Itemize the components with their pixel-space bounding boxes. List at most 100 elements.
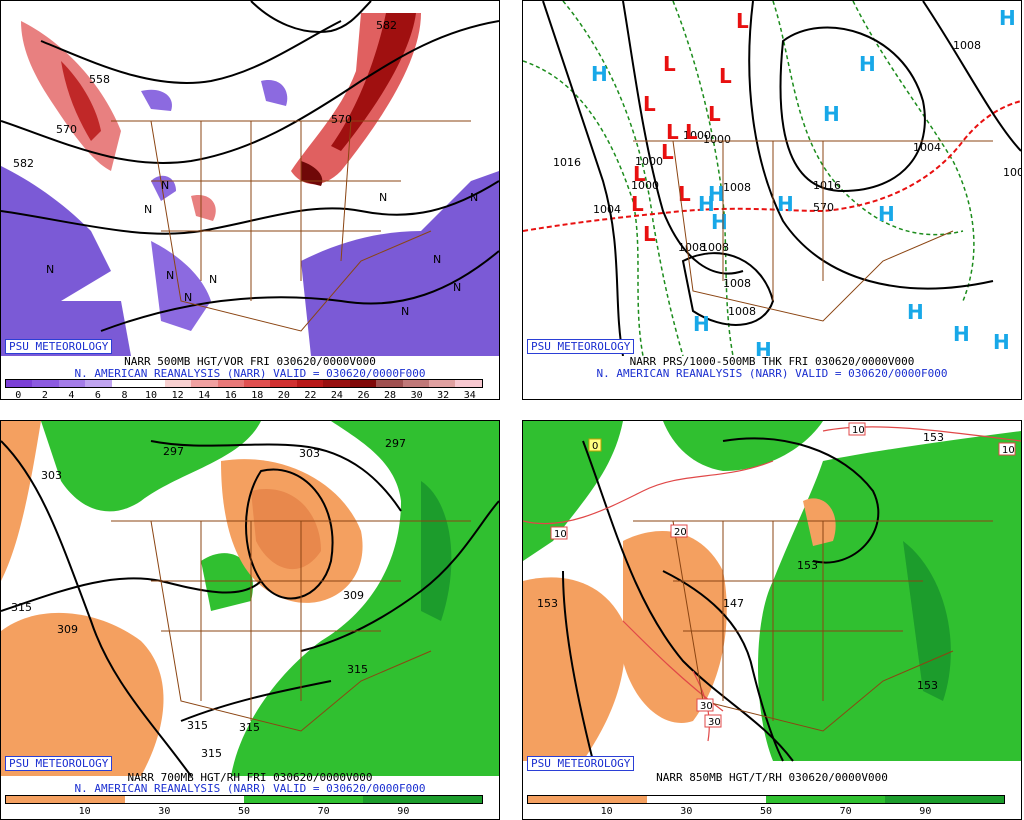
vorticity-positive-area [61,61,101,141]
colorbar-label: 30 [410,390,423,400]
rh-moist-area [758,431,1021,761]
colorbar-label: 6 [94,390,101,400]
colorbar-label: 70 [317,806,330,817]
high-pressure-symbol: H [907,300,924,324]
contour-label: 558 [89,73,110,86]
panel-700mb-rh: 303 297 303 297 315 309 309 315 315 315 … [0,420,500,820]
colorbar-label: 18 [251,390,264,400]
contour-label: 570 [56,123,77,136]
map-500mb-vorticity: 558 570 582 582 570 N N N N N N N N N N … [1,1,499,356]
low-pressure-symbol: L [708,102,721,126]
low-pressure-symbol: L [736,9,749,33]
colorbar-swatch [885,796,945,803]
pressure-label: 1004 [593,203,621,216]
credit-label: PSU METEOROLOGY [527,339,635,354]
colorbar-swatch [376,380,403,387]
panel-850mb-temp-rh: 153 147 153 153 153 10 10 20 30 30 10 0 … [522,420,1022,820]
height-contour [250,1,372,33]
contour-label: 153 [923,431,944,444]
colorbar-swatch [825,796,885,803]
temperature-label: 20 [674,527,687,538]
contour-labels: 153 147 153 153 153 [537,431,944,692]
colorbar-swatch [111,380,139,387]
colorbar-swatch [587,796,647,803]
colorbar-label: 90 [397,806,410,817]
contour-label: 153 [537,597,558,610]
high-pressure-symbol: H [693,312,710,336]
map-title: NARR 700MB HGT/RH FRI 030620/0000V000 [127,771,373,784]
height-contour [1,180,499,235]
contour-label: 303 [299,447,320,460]
colorbar-swatch [184,796,244,803]
temperature-label: 10 [1002,445,1015,456]
colorbar-swatch [429,380,456,387]
colorbar-labels: 0 2 4 6 8 10 12 14 16 18 20 22 24 26 28 30 32 34 [5,390,483,400]
colorbar-label: 4 [68,390,75,400]
colorbar-swatch [647,796,707,803]
colorbar-label: 28 [384,390,397,400]
vorticity-negative-area [151,241,211,331]
contour-label: 303 [41,469,62,482]
low-pressure-symbol: L [685,120,698,144]
vorticity-positive-area [331,13,416,151]
low-pressure-symbol: L [643,92,656,116]
colorbar-swatch [422,796,482,803]
high-pressure-symbol: H [878,202,895,226]
contour-label: N [184,291,192,304]
colorbar-label: 8 [121,390,128,400]
contour-label: 309 [343,589,364,602]
political-boundaries [633,140,993,322]
colorbar-label: 10 [600,806,613,817]
high-pressure-symbol: H [711,210,728,234]
high-pressure-symbol: H [859,52,876,76]
pressure-label: 1016 [553,156,581,169]
contour-label: N [379,191,387,204]
contour-label: 315 [11,601,32,614]
temperature-label: 30 [708,717,721,728]
temperature-label: 0 [592,441,598,452]
colorbar-label: 14 [198,390,211,400]
contour-label: N [453,281,461,294]
map-subtitle: N. AMERICAN REANALYSIS (NARR) VALID = 03… [74,782,426,795]
colorbar-swatch [363,796,423,803]
low-pressure-symbol: L [643,222,656,246]
pressure-label: 1000 [635,155,663,168]
contour-label: N [161,179,169,192]
colorbar-label: 32 [437,390,450,400]
rh-dry-area [1,612,164,776]
political-boundaries [111,120,471,332]
colorbar-label: 90 [919,806,932,817]
high-pressure-symbol: H [591,62,608,86]
low-pressure-symbol: L [663,52,676,76]
contour-label: 582 [376,19,397,32]
pressure-label: 1008 [678,241,706,254]
colorbar [5,379,483,388]
contour-label: N [433,253,441,266]
colorbar-label: 30 [158,806,171,817]
contour-label: 297 [163,445,184,458]
map-subtitle: N. AMERICAN REANALYSIS (NARR) VALID = 03… [596,367,948,380]
colorbar-label: 2 [41,390,48,400]
pressure-label: 1008 [701,241,729,254]
high-pressure-symbol: H [777,192,794,216]
map-850mb-temp-rh: 153 147 153 153 153 10 10 20 30 30 10 0 [523,421,1021,762]
vorticity-negative-area [301,171,499,356]
pressure-label: 1004 [1003,166,1021,179]
pressure-label: 1008 [953,39,981,52]
colorbar-swatch [323,380,350,387]
high-pressure-symbol: H [823,102,840,126]
colorbar-label: 50 [237,806,251,817]
contour-label: 153 [797,559,818,572]
colorbar-swatch [706,796,766,803]
pressure-label: 1008 [723,277,751,290]
colorbar-swatch [455,380,482,387]
rh-dry-area [623,531,727,723]
height-contours [1,440,499,776]
rh-very-dry-area [251,489,321,570]
political-boundaries [111,520,471,732]
panel-pressure-thickness: 1016 1004 1000 1000 1000 1008 1008 1008 … [522,0,1022,400]
colorbar-label: 22 [304,390,317,400]
contour-label: 315 [201,747,222,760]
vorticity-positive-area [191,195,216,221]
temperature-label: 10 [852,425,865,436]
